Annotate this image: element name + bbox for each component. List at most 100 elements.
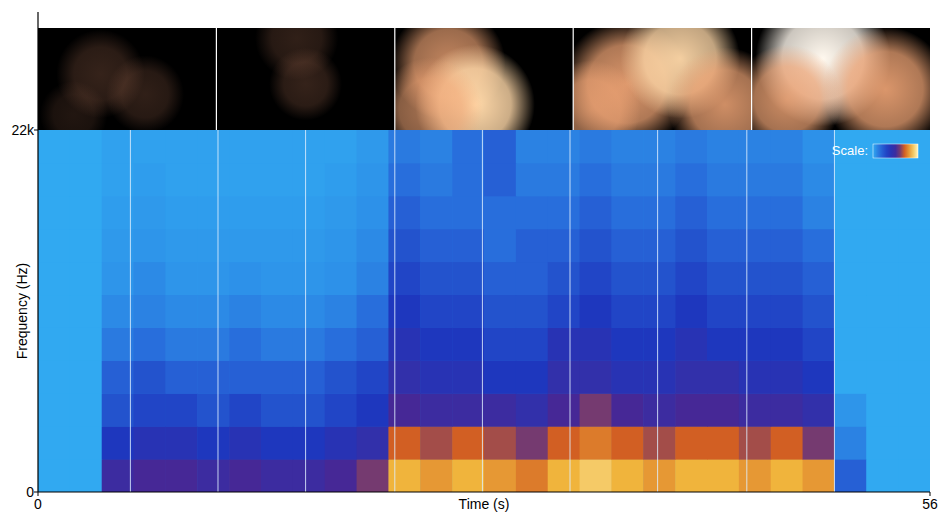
cell [420, 393, 452, 426]
cell [452, 163, 484, 196]
cell [102, 426, 134, 459]
cell [293, 196, 325, 229]
bokeh [668, 47, 752, 130]
cell [898, 327, 930, 360]
cell [134, 459, 166, 492]
cell [197, 459, 229, 492]
cell [165, 360, 197, 393]
color-bar [873, 144, 918, 158]
cell [866, 229, 898, 262]
cell [325, 360, 357, 393]
cell [866, 262, 898, 295]
cell [611, 262, 643, 295]
y-axis-line [37, 12, 38, 492]
cell [420, 459, 452, 492]
cell [580, 360, 612, 393]
cell [548, 295, 580, 328]
cell [452, 196, 484, 229]
cell [102, 229, 134, 262]
cell [388, 163, 420, 196]
cell [898, 426, 930, 459]
cell [643, 327, 675, 360]
cell [452, 327, 484, 360]
cell [516, 163, 548, 196]
cell [261, 393, 293, 426]
cell [866, 163, 898, 196]
cell [102, 295, 134, 328]
cell [229, 262, 261, 295]
bokeh [269, 48, 342, 121]
cell [388, 229, 420, 262]
cell [739, 196, 771, 229]
cell [325, 130, 357, 163]
cell [803, 229, 835, 262]
cell [357, 295, 389, 328]
cell [580, 459, 612, 492]
cell [70, 196, 102, 229]
cell [420, 295, 452, 328]
cell [580, 426, 612, 459]
cell [165, 229, 197, 262]
time-marker [305, 130, 306, 492]
cell [866, 360, 898, 393]
cell [771, 393, 803, 426]
cell [452, 459, 484, 492]
cell [165, 130, 197, 163]
cell [388, 459, 420, 492]
cell [611, 229, 643, 262]
cell [898, 295, 930, 328]
cell [293, 459, 325, 492]
cell [134, 327, 166, 360]
cell [134, 295, 166, 328]
cells [38, 130, 930, 492]
cell [134, 393, 166, 426]
cell [165, 393, 197, 426]
cell [325, 229, 357, 262]
cell [165, 327, 197, 360]
cell [516, 426, 548, 459]
cell [834, 163, 866, 196]
cell [388, 393, 420, 426]
cell [165, 262, 197, 295]
bokeh [395, 58, 483, 130]
cell [293, 262, 325, 295]
image-panel [40, 30, 184, 130]
cell [484, 360, 516, 393]
cell [229, 426, 261, 459]
cell [611, 163, 643, 196]
cell [803, 459, 835, 492]
panel-divider [573, 28, 574, 130]
cell [516, 262, 548, 295]
cell [834, 229, 866, 262]
cell [707, 130, 739, 163]
cell [516, 327, 548, 360]
cell [898, 196, 930, 229]
cell [452, 295, 484, 328]
cell [707, 327, 739, 360]
cell [707, 393, 739, 426]
cell [38, 393, 70, 426]
cell [484, 295, 516, 328]
cell [293, 426, 325, 459]
y-tick [34, 130, 38, 131]
bokeh [573, 60, 640, 130]
cell [70, 426, 102, 459]
cell [197, 295, 229, 328]
cell [229, 196, 261, 229]
cell [739, 327, 771, 360]
cell [197, 163, 229, 196]
cell [675, 327, 707, 360]
cell [420, 262, 452, 295]
y-tick [34, 492, 38, 493]
cell [548, 130, 580, 163]
cell [261, 426, 293, 459]
cell [516, 130, 548, 163]
cell [388, 360, 420, 393]
cell [293, 229, 325, 262]
cell [707, 163, 739, 196]
time-marker [394, 130, 395, 492]
cell [707, 360, 739, 393]
cell [611, 426, 643, 459]
cell [165, 196, 197, 229]
cell [70, 262, 102, 295]
